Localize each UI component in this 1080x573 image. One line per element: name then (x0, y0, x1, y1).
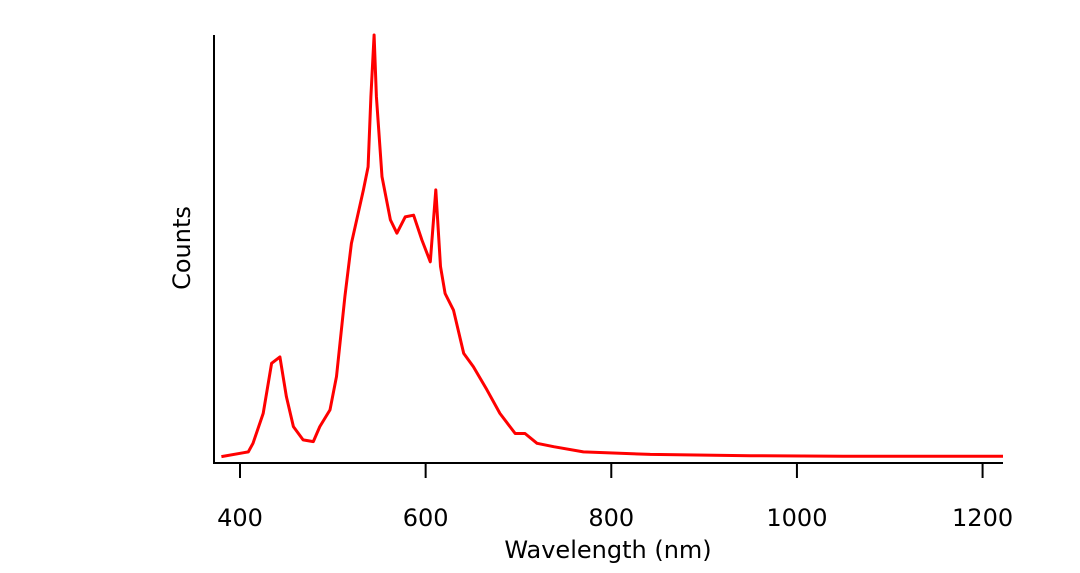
x-tick-label: 1200 (952, 504, 1013, 532)
x-ticks: 400 600 800 1000 1200 (217, 463, 1013, 532)
y-axis-label: Counts (168, 206, 196, 290)
x-tick-label: 1000 (766, 504, 827, 532)
x-tick-label: 400 (217, 504, 263, 532)
x-tick-label: 600 (403, 504, 449, 532)
x-tick-label: 800 (588, 504, 634, 532)
x-axis-label: Wavelength (nm) (504, 536, 711, 564)
spectrum-line-0 (221, 33, 1003, 459)
plot-area (221, 33, 1003, 459)
